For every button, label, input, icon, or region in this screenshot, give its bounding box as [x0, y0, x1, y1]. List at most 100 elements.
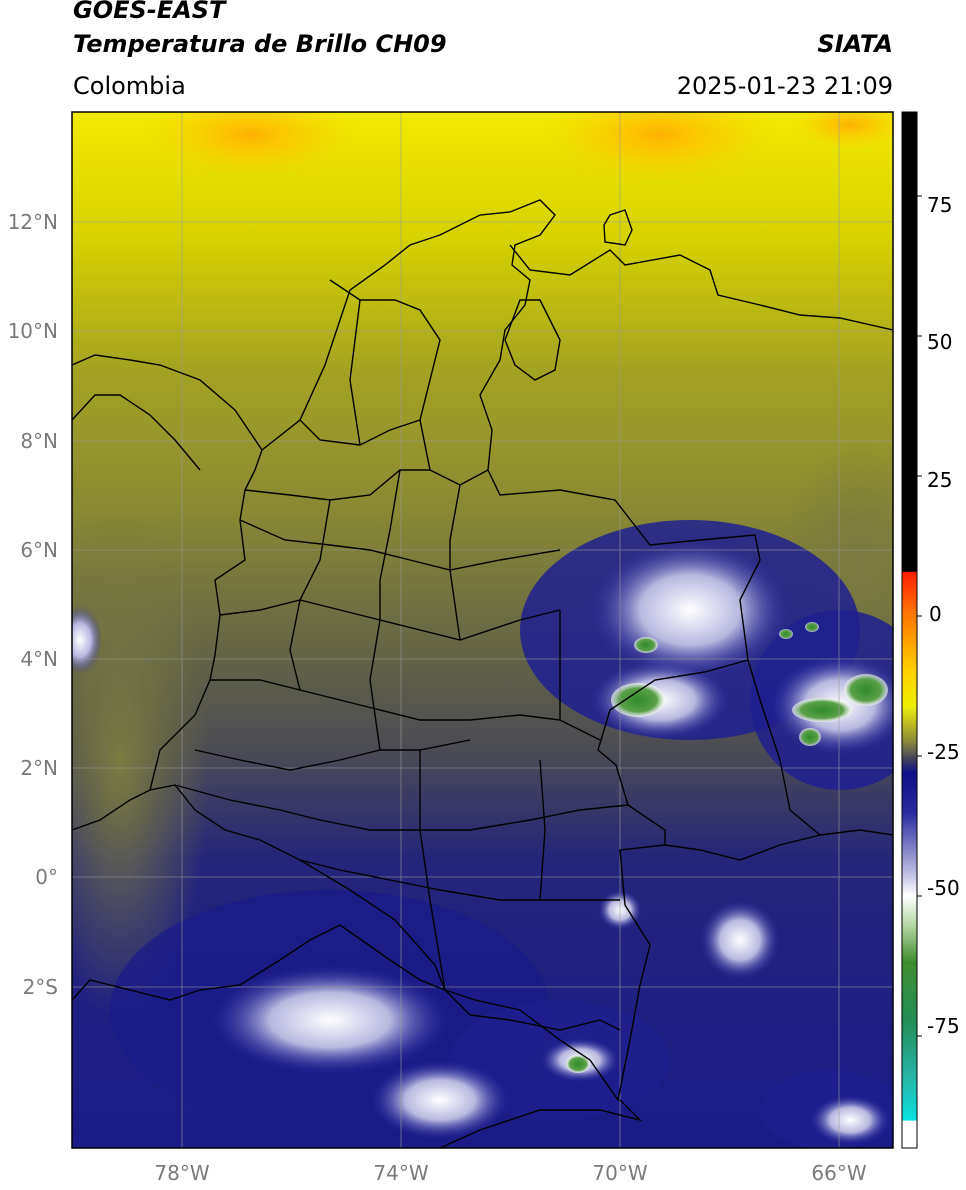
colorbar-color-step	[902, 1118, 917, 1120]
colorbar-color-step	[902, 1094, 917, 1096]
colorbar-color-step	[902, 256, 917, 258]
colorbar-color-step	[902, 1142, 917, 1144]
colorbar-color-step	[902, 978, 917, 980]
colorbar-color-step	[902, 395, 917, 397]
colorbar-color-step	[902, 671, 917, 673]
colorbar-color-step	[902, 359, 917, 361]
colorbar-color-step	[902, 709, 917, 711]
colorbar-color-step	[902, 1016, 917, 1018]
colorbar-color-step	[902, 158, 917, 160]
lat-label: 10°N	[8, 319, 58, 343]
colorbar-color-step	[902, 932, 917, 934]
colorbar-color-step	[902, 298, 917, 300]
colorbar-color-step	[902, 971, 917, 973]
colorbar-color-step	[902, 343, 917, 345]
colorbar-color-step	[902, 666, 917, 668]
amazon-line	[664, 834, 821, 861]
colorbar-color-step	[902, 629, 917, 631]
colorbar-color-step	[902, 459, 917, 461]
colorbar-color-step	[902, 515, 917, 517]
colorbar-color-step	[902, 503, 917, 505]
colorbar-color-step	[902, 428, 917, 430]
colorbar-color-step	[902, 722, 917, 724]
colorbar-color-step	[902, 838, 917, 840]
colorbar-color-step	[902, 1104, 917, 1106]
colorbar-color-step	[902, 798, 917, 800]
colorbar-color-step	[902, 480, 917, 482]
colorbar-color-step	[902, 521, 917, 523]
colorbar-color-step	[902, 597, 917, 599]
colorbar-color-step	[902, 117, 917, 119]
colorbar-color-step	[902, 794, 917, 796]
colorbar-color-step	[902, 1031, 917, 1033]
colorbar-color-step	[902, 1051, 917, 1053]
colorbar-color-step	[902, 785, 917, 787]
colorbar-color-step	[902, 972, 917, 974]
colorbar-color-step	[902, 387, 917, 389]
colorbar-color-step	[902, 294, 917, 296]
colorbar-color-step	[902, 611, 917, 613]
colorbar-color-step	[902, 559, 917, 561]
colorbar-color-step	[902, 803, 917, 805]
colorbar-color-step	[902, 1117, 917, 1119]
colorbar-color-step	[902, 325, 917, 327]
colorbar-color-step	[902, 833, 917, 835]
colorbar-color-step	[902, 643, 917, 645]
colorbar-color-step	[902, 223, 917, 225]
colorbar-color-step	[902, 1057, 917, 1059]
colorbar-color-step	[902, 707, 917, 709]
colorbar-color-step	[902, 949, 917, 951]
colorbar-color-step	[902, 595, 917, 597]
colorbar-color-step	[902, 364, 917, 366]
colorbar-color-step	[902, 581, 917, 583]
colorbar-color-step	[902, 1135, 917, 1137]
colorbar-color-step	[902, 1088, 917, 1090]
colorbar-color-step	[902, 363, 917, 365]
colorbar-color-step	[902, 605, 917, 607]
colorbar-color-step	[902, 331, 917, 333]
colorbar-color-step	[902, 487, 917, 489]
lon-label: 78°W	[154, 1161, 209, 1185]
colorbar-color-step	[902, 783, 917, 785]
colorbar-color-step	[902, 808, 917, 810]
colorbar-color-step	[902, 360, 917, 362]
colorbar-color-step	[902, 120, 917, 122]
colorbar-color-step	[902, 609, 917, 611]
colorbar-color-step	[902, 843, 917, 845]
colorbar-color-step	[902, 897, 917, 899]
colorbar-color-step	[902, 1096, 917, 1098]
colorbar-color-step	[902, 711, 917, 713]
colorbar-color-step	[902, 725, 917, 727]
colorbar-color-step	[902, 1070, 917, 1072]
colorbar-color-step	[902, 407, 917, 409]
colorbar-color-step	[902, 355, 917, 357]
colorbar-color-step	[902, 607, 917, 609]
colorbar-color-step	[902, 1073, 917, 1075]
colorbar-color-step	[902, 536, 917, 538]
colorbar-color-step	[902, 610, 917, 612]
colorbar-color-step	[902, 401, 917, 403]
colorbar-color-step	[902, 1093, 917, 1095]
colorbar-color-step	[902, 322, 917, 324]
colorbar-color-step	[902, 168, 917, 170]
colorbar-color-step	[902, 236, 917, 238]
colorbar-color-step	[902, 438, 917, 440]
colorbar-color-step	[902, 621, 917, 623]
colorbar-color-step	[902, 1050, 917, 1052]
colorbar-color-step	[902, 140, 917, 142]
colorbar-color-step	[902, 498, 917, 500]
colorbar-color-step	[902, 1107, 917, 1109]
colorbar-color-step	[902, 695, 917, 697]
colorbar-color-step	[902, 1141, 917, 1143]
colorbar-color-step	[902, 1021, 917, 1023]
colorbar-color-step	[902, 844, 917, 846]
colorbar-color-step	[902, 1121, 917, 1123]
colorbar-color-step	[902, 937, 917, 939]
colorbar-color-step	[902, 233, 917, 235]
colorbar-color-step	[902, 869, 917, 871]
colorbar-color-step	[902, 1100, 917, 1102]
colorbar-color-step	[902, 655, 917, 657]
colorbar-color-step	[902, 293, 917, 295]
colorbar-color-step	[902, 195, 917, 197]
colorbar-color-step	[902, 1101, 917, 1103]
